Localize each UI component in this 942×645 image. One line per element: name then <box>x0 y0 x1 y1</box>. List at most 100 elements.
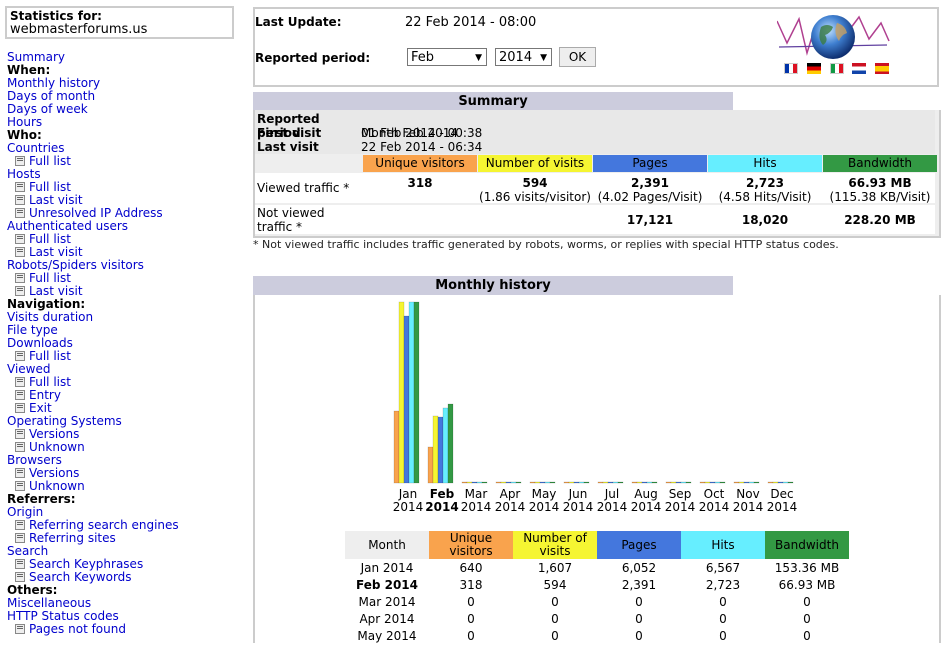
menu-subitem-referring-sites[interactable]: Referring sites <box>7 532 179 545</box>
flag-nl-icon[interactable] <box>852 63 867 74</box>
menu-item-hosts[interactable]: Hosts <box>7 167 41 181</box>
menu-subitem-label: Referring sites <box>29 531 116 545</box>
menu-item-authenticated-users[interactable]: Authenticated users <box>7 219 129 233</box>
menu-item-days-of-week[interactable]: Days of week <box>7 102 88 116</box>
monthly-cell: 0 <box>803 629 811 643</box>
list-icon <box>15 182 25 192</box>
year-select[interactable]: 2014 ▼ <box>495 48 552 66</box>
bar-pages-1 <box>437 416 444 484</box>
menu-subitem-unknown[interactable]: Unknown <box>7 480 179 493</box>
menu-item-monthly-history[interactable]: Monthly history <box>7 76 101 90</box>
x-tick-label: Jul 2014 <box>594 488 630 514</box>
bar-number-of-visits-11 <box>772 481 779 484</box>
menu-subitem-full-list[interactable]: Full list <box>7 376 179 389</box>
menu-item-viewed[interactable]: Viewed <box>7 362 51 376</box>
x-tick-year: 2014 <box>460 500 492 514</box>
not-viewed-hits: 18,020 <box>741 213 789 227</box>
menu-item-visits-duration[interactable]: Visits duration <box>7 310 94 324</box>
menu-subitem-exit[interactable]: Exit <box>7 402 179 415</box>
monthly-cell: 6,567 <box>705 561 741 575</box>
monthly-row-month: Feb 2014 <box>355 578 418 592</box>
bar-number-of-visits-1 <box>432 415 439 484</box>
menu-item-countries[interactable]: Countries <box>7 141 65 155</box>
menu-item-browsers[interactable]: Browsers <box>7 453 62 467</box>
menu-subitem-full-list[interactable]: Full list <box>7 155 179 168</box>
menu-item-origin[interactable]: Origin <box>7 505 44 519</box>
menu-item-downloads[interactable]: Downloads <box>7 336 73 350</box>
bar-number-of-visits-0 <box>398 301 405 484</box>
x-tick-label: Oct 2014 <box>696 488 732 514</box>
viewed-bandwidth: 66.93 MB <box>848 176 912 190</box>
list-icon <box>15 442 25 452</box>
flag-fr-icon[interactable] <box>784 63 798 74</box>
footnote: * Not viewed traffic includes traffic ge… <box>253 238 839 251</box>
menu-subitem-label: Versions <box>29 427 80 441</box>
flag-it-icon[interactable] <box>829 63 844 74</box>
month-select[interactable]: Feb ▼ <box>407 48 487 66</box>
header-unique-visitors: Unique visitors <box>363 155 477 172</box>
menu-subitem-full-list[interactable]: Full list <box>7 233 179 246</box>
monthly-cell: 0 <box>719 595 727 609</box>
menu-item-summary[interactable]: Summary <box>7 50 65 64</box>
bar-number-of-visits-3 <box>500 481 507 484</box>
viewed-pages: 2,391 <box>631 176 669 190</box>
menu-subitem-last-visit[interactable]: Last visit <box>7 285 179 298</box>
statistics-for-box: Statistics for: webmasterforums.us <box>5 6 234 39</box>
last-update-value: 22 Feb 2014 - 08:00 <box>405 15 537 30</box>
menu-subitem-unresolved-ip-address[interactable]: Unresolved IP Address <box>7 207 179 220</box>
x-tick-month: Oct <box>703 487 725 501</box>
menu-subitem-last-visit[interactable]: Last visit <box>7 194 179 207</box>
bar-pages-11 <box>777 481 784 484</box>
monthly-history-panel: Jan 2014 Feb 2014 Mar 2014 Apr 2014 May 2014 Jun 20… <box>253 295 941 643</box>
x-tick-year: 2014 <box>596 500 628 514</box>
menu-item-miscellaneous[interactable]: Miscellaneous <box>7 596 92 610</box>
month-select-value: Feb <box>411 50 435 65</box>
last-visit-key: Last visit <box>257 140 319 154</box>
flag-es-icon[interactable] <box>875 63 890 74</box>
menu-subitem-full-list[interactable]: Full list <box>7 272 179 285</box>
menu-subitem-entry[interactable]: Entry <box>7 389 179 402</box>
menu-item-file-type[interactable]: File type <box>7 323 58 337</box>
menu-subitem-full-list[interactable]: Full list <box>7 181 179 194</box>
menu-subitem-full-list[interactable]: Full list <box>7 350 179 363</box>
menu-subitem-versions[interactable]: Versions <box>7 428 179 441</box>
menu-subitem-pages-not-found[interactable]: Pages not found <box>7 623 179 636</box>
bar-pages-3 <box>505 481 512 484</box>
x-tick-label: Dec 2014 <box>764 488 800 514</box>
site-name: webmasterforums.us <box>10 22 148 37</box>
x-tick-label: Feb 2014 <box>424 488 460 514</box>
list-icon <box>15 208 25 218</box>
menu-item-hours[interactable]: Hours <box>7 115 43 129</box>
bar-unique-visitors-7 <box>631 481 638 484</box>
viewed-pages-sub: (4.02 Pages/Visit) <box>597 190 703 204</box>
monthly-cell: 0 <box>467 629 475 643</box>
bar-bandwidth-7 <box>651 481 658 484</box>
x-tick-month: Mar <box>464 487 488 501</box>
menu-item-robots-spiders-visitors[interactable]: Robots/Spiders visitors <box>7 258 144 272</box>
menu-item-operating-systems[interactable]: Operating Systems <box>7 414 122 428</box>
menu-subitem-search-keywords[interactable]: Search Keywords <box>7 571 179 584</box>
x-tick-year: 2014 <box>528 500 560 514</box>
menu-item-http-status-codes[interactable]: HTTP Status codes <box>7 609 119 623</box>
flag-de-icon[interactable] <box>806 63 821 74</box>
ok-button[interactable]: OK <box>559 47 596 67</box>
bar-pages-0 <box>403 315 410 484</box>
bar-unique-visitors-3 <box>495 481 502 484</box>
menu-subitem-last-visit[interactable]: Last visit <box>7 246 179 259</box>
menu-subitem-label: Search Keyphrases <box>29 557 144 571</box>
x-tick-month: Feb <box>429 487 455 501</box>
monthly-row-month: May 2014 <box>357 629 417 643</box>
monthly-cell: 0 <box>803 612 811 626</box>
bar-hits-5 <box>578 481 585 484</box>
menu-subitem-unknown[interactable]: Unknown <box>7 441 179 454</box>
menu-item-search[interactable]: Search <box>7 544 49 558</box>
menu-subitem-search-keyphrases[interactable]: Search Keyphrases <box>7 558 179 571</box>
bar-hits-6 <box>612 481 619 484</box>
menu-subitem-versions[interactable]: Versions <box>7 467 179 480</box>
monthly-cell: 0 <box>551 612 559 626</box>
menu-subitem-referring-search-engines[interactable]: Referring search engines <box>7 519 179 532</box>
x-tick-year: 2014 <box>732 500 764 514</box>
bar-pages-9 <box>709 481 716 484</box>
bar-unique-visitors-11 <box>767 481 774 484</box>
menu-item-days-of-month[interactable]: Days of month <box>7 89 96 103</box>
